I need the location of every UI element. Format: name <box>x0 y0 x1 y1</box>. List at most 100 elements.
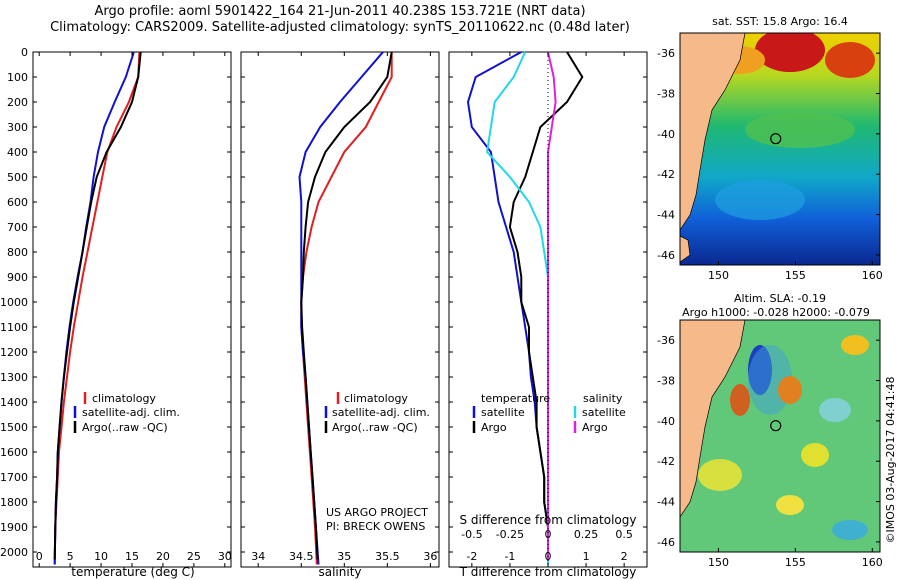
series-line <box>508 51 584 560</box>
x-tick-label: -2 <box>466 550 477 563</box>
x2-tick-label: 0 <box>545 528 552 541</box>
lat-tick-label: -38 <box>657 88 675 101</box>
panel-temperature-frame <box>32 51 232 568</box>
depth-tick-label: 900 <box>7 271 28 284</box>
x-tick-label: 0 <box>36 550 43 563</box>
legend2-satellite: satellite-adj. clim. <box>332 406 430 419</box>
sst-land-australia <box>680 33 746 231</box>
x-tick-label: 5 <box>67 550 74 563</box>
lon-tick-label: 150 <box>708 269 729 282</box>
temperature-legend: climatology satellite-adj. clim. Argo(..… <box>73 392 180 434</box>
depth-tick-label: 1600 <box>0 446 28 459</box>
temperature-plot: 0 5 10 15 20 25 30 <box>36 51 232 567</box>
x-tick-label: 35.5 <box>375 550 400 563</box>
sla-high-3 <box>841 335 869 355</box>
x-tick-label: 20 <box>156 550 170 563</box>
lat-tick-label: -44 <box>657 209 675 222</box>
lon-tick-label: 160 <box>862 556 883 569</box>
sla-high-5 <box>698 459 742 491</box>
lat-tick-label: -46 <box>657 536 675 549</box>
depth-tick-label: 1100 <box>0 321 28 334</box>
sst-warm-patch <box>825 42 875 78</box>
depth-tick-label: 1900 <box>0 521 28 534</box>
sst-green-band <box>745 112 855 148</box>
legend-climatology: climatology <box>92 392 156 405</box>
legend-argo: Argo(..raw -QC) <box>82 421 168 434</box>
sla-land-australia <box>680 320 746 518</box>
sla-high-2 <box>730 384 750 416</box>
lat-tick-label: -44 <box>657 496 675 509</box>
sla-high-6 <box>776 495 804 515</box>
salinity-xlabel: salinity <box>318 565 361 579</box>
x2-tick-label: 0.5 <box>615 528 633 541</box>
x-tick-label: 15 <box>125 550 139 563</box>
depth-tick-label: 2000 <box>0 546 28 559</box>
sst-land-tasmania <box>680 235 691 263</box>
map1-float-marker <box>770 133 782 145</box>
lat-tick-label: -38 <box>657 375 675 388</box>
legend3-temperature: temperature <box>481 392 550 405</box>
legend3-t-satellite: satellite <box>481 406 525 419</box>
map2-frame <box>679 319 881 553</box>
legend-satellite: satellite-adj. clim. <box>82 406 180 419</box>
depth-tick-label: 1800 <box>0 496 28 509</box>
series-line <box>300 51 393 560</box>
map1-frame <box>679 32 881 266</box>
copyright-text: ©IMOS 03-Aug-2017 04:41:48 <box>884 377 897 544</box>
depth-tick-label: 800 <box>7 246 28 259</box>
x2-tick-label: -0.5 <box>461 528 482 541</box>
x-tick-label: 34.5 <box>289 550 314 563</box>
sla-map <box>680 320 880 552</box>
depth-tick-label: 700 <box>7 221 28 234</box>
lon-tick-label: 150 <box>708 556 729 569</box>
map2-float-marker <box>770 420 782 432</box>
depth-tick-label: 500 <box>7 171 28 184</box>
map2-title-2: Argo h1000: -0.028 h2000: -0.079 <box>682 306 870 319</box>
legend2-climatology: climatology <box>344 392 408 405</box>
sla-high-4 <box>801 443 829 467</box>
lon-tick-label: 155 <box>785 556 806 569</box>
difference-legend: temperature salinity satellite Argo sate… <box>472 392 626 434</box>
x-tick-label: 36 <box>423 550 437 563</box>
depth-tick-label: 0 <box>21 46 28 59</box>
x-tick-label: 2 <box>621 550 628 563</box>
t-difference-xlabel: T difference from climatology <box>459 565 637 579</box>
sla-high-1 <box>778 376 802 404</box>
x2-tick-label: -0.25 <box>496 528 524 541</box>
salinity-plot: 34 34.5 35 35.5 36 <box>251 51 437 567</box>
depth-axis: 0 100 200 300 400 500 600 700 800 900 1000 1100 1200… <box>0 46 647 559</box>
legend3-s-argo: Argo <box>582 421 608 434</box>
depth-tick-label: 1700 <box>0 471 28 484</box>
lat-tick-label: -40 <box>657 128 675 141</box>
series-line <box>53 51 142 560</box>
depth-tick-label: 1200 <box>0 346 28 359</box>
project-line-1: US ARGO PROJECT <box>326 506 428 519</box>
sst-warm-core <box>755 33 825 72</box>
map1-lat-ticks: -36 -38 -40 -42 -44 -46 <box>657 47 880 262</box>
sst-map <box>680 33 880 265</box>
lon-tick-label: 160 <box>862 269 883 282</box>
lat-tick-label: -40 <box>657 415 675 428</box>
temperature-xlabel: temperature (deg C) <box>71 565 194 579</box>
depth-tick-label: 400 <box>7 146 28 159</box>
depth-tick-label: 300 <box>7 121 28 134</box>
x-tick-label: 25 <box>187 550 201 563</box>
lat-tick-label: -36 <box>657 334 675 347</box>
sla-low-3 <box>832 520 868 540</box>
map2-lon-ticks: 150 155 160 <box>708 548 883 569</box>
x-tick-label: 1 <box>583 550 590 563</box>
depth-tick-label: 100 <box>7 71 28 84</box>
legend3-t-argo: Argo <box>481 421 507 434</box>
sst-cool-patch <box>715 180 805 220</box>
lat-tick-label: -46 <box>657 249 675 262</box>
x-tick-label: 30 <box>218 550 232 563</box>
map1-title: sat. SST: 15.8 Argo: 16.4 <box>712 15 848 28</box>
legend3-salinity: salinity <box>583 392 623 405</box>
sla-low-2 <box>819 398 851 422</box>
depth-tick-label: 1000 <box>0 296 28 309</box>
depth-tick-label: 200 <box>7 96 28 109</box>
x-tick-label: -1 <box>504 550 515 563</box>
salinity-legend: climatology satellite-adj. clim. Argo(..… <box>324 392 430 434</box>
